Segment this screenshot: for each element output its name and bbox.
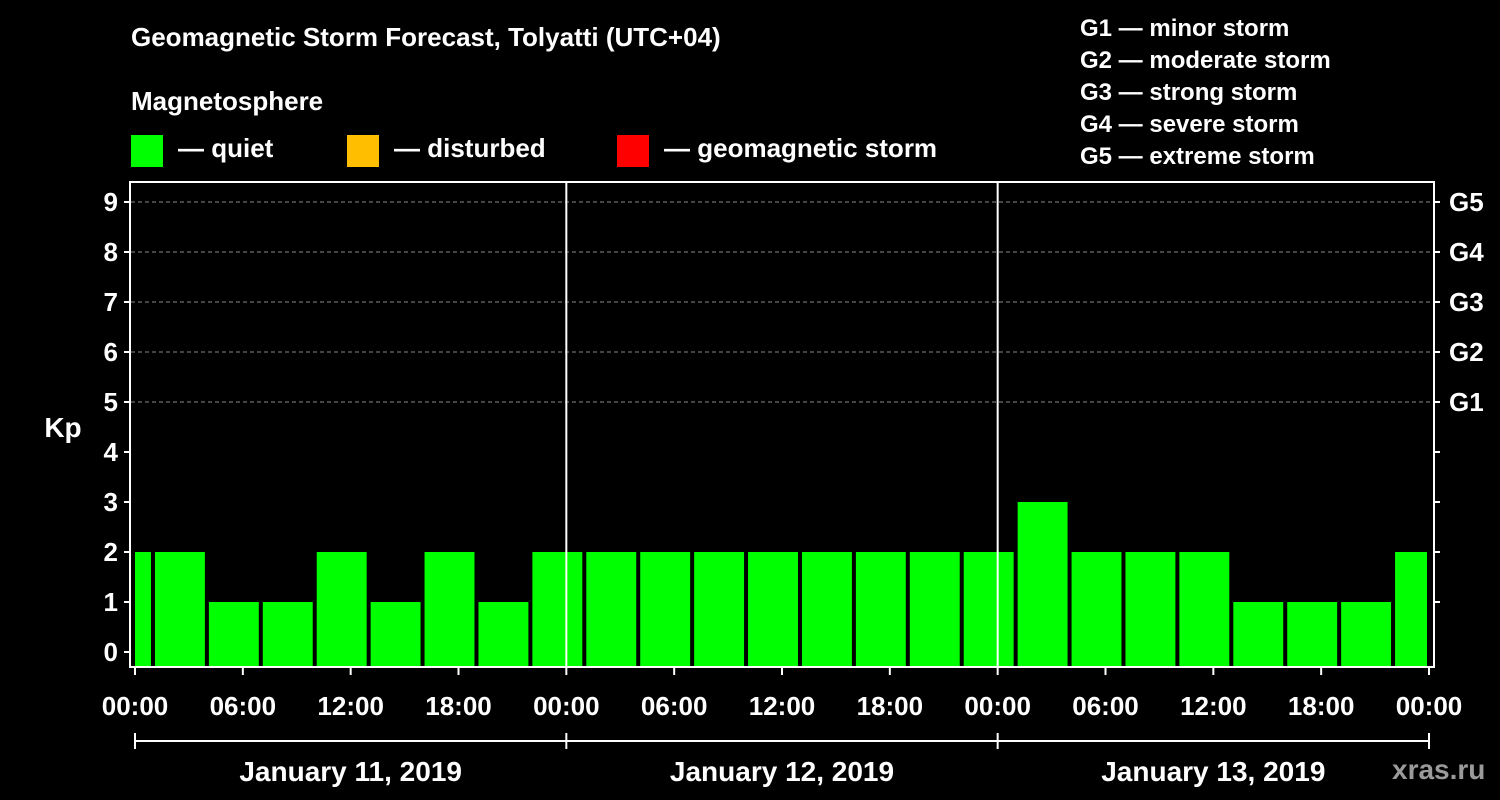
x-tick-label-12: 00:00 <box>1396 691 1463 721</box>
kp-bar-0 <box>135 552 151 666</box>
x-tick-label-11: 18:00 <box>1288 691 1355 721</box>
kp-bar-5 <box>370 602 421 666</box>
legend-swatch-disturbed <box>347 135 379 167</box>
right-axis-label-g4: G4 <box>1449 237 1484 267</box>
storm-level-g5: G5 — extreme storm <box>1080 143 1315 170</box>
kp-bar-9 <box>586 552 637 666</box>
y-tick-label-2: 2 <box>104 537 118 567</box>
x-tick-label-7: 18:00 <box>857 691 924 721</box>
kp-bar-21 <box>1233 602 1284 666</box>
legend-swatch-storm <box>617 135 649 167</box>
x-tick-label-9: 06:00 <box>1072 691 1139 721</box>
legend-swatch-quiet <box>131 135 163 167</box>
kp-bar-20 <box>1179 552 1230 666</box>
x-tick-label-5: 06:00 <box>641 691 708 721</box>
x-tick-label-10: 12:00 <box>1180 691 1247 721</box>
kp-bar-13 <box>801 552 852 666</box>
storm-level-g3: G3 — strong storm <box>1080 79 1298 106</box>
kp-bar-10 <box>640 552 691 666</box>
kp-bar-14 <box>855 552 906 666</box>
x-tick-label-1: 06:00 <box>210 691 277 721</box>
y-tick-label-4: 4 <box>104 437 119 467</box>
right-axis-label-g2: G2 <box>1449 337 1484 367</box>
x-tick-label-0: 00:00 <box>102 691 169 721</box>
legend-label-disturbed: — disturbed <box>394 133 546 163</box>
kp-bar-11 <box>694 552 745 666</box>
kp-bar-1 <box>154 552 205 666</box>
kp-bar-15 <box>909 552 960 666</box>
date-label-0: January 11, 2019 <box>239 756 462 787</box>
x-tick-label-2: 12:00 <box>317 691 384 721</box>
y-tick-label-0: 0 <box>104 637 118 667</box>
y-tick-label-8: 8 <box>104 237 118 267</box>
kp-bar-3 <box>262 602 313 666</box>
right-axis-label-g3: G3 <box>1449 287 1484 317</box>
kp-bar-18 <box>1071 552 1122 666</box>
x-tick-label-6: 12:00 <box>749 691 816 721</box>
right-axis-label-g1: G1 <box>1449 387 1484 417</box>
legend-label-quiet: — quiet <box>178 133 274 163</box>
x-tick-label-8: 00:00 <box>964 691 1031 721</box>
y-tick-label-6: 6 <box>104 337 118 367</box>
kp-bar-6 <box>424 552 475 666</box>
y-tick-label-9: 9 <box>104 187 118 217</box>
y-tick-label-5: 5 <box>104 387 118 417</box>
kp-bar-19 <box>1125 552 1176 666</box>
date-label-1: January 12, 2019 <box>670 756 894 787</box>
kp-bar-23 <box>1341 602 1392 666</box>
storm-level-g1: G1 — minor storm <box>1080 15 1290 42</box>
kp-bar-22 <box>1287 602 1338 666</box>
x-tick-label-4: 00:00 <box>533 691 600 721</box>
legend-label-storm: — geomagnetic storm <box>664 133 938 163</box>
kp-bar-17 <box>1017 502 1068 666</box>
y-tick-label-1: 1 <box>104 587 118 617</box>
date-label-2: January 13, 2019 <box>1101 756 1325 787</box>
x-tick-label-3: 18:00 <box>425 691 492 721</box>
y-axis-label: Kp <box>44 412 81 443</box>
kp-bar-8 <box>532 552 583 666</box>
chart-title: Geomagnetic Storm Forecast, Tolyatti (UT… <box>131 22 721 52</box>
right-axis-label-g5: G5 <box>1449 187 1484 217</box>
kp-bar-2 <box>208 602 259 666</box>
kp-bar-16 <box>963 552 1014 666</box>
y-tick-label-3: 3 <box>104 487 118 517</box>
kp-bar-24 <box>1395 552 1427 666</box>
watermark: xras.ru <box>1392 754 1486 785</box>
storm-level-g2: G2 — moderate storm <box>1080 47 1331 74</box>
chart-subtitle: Magnetosphere <box>131 86 324 116</box>
kp-bar-12 <box>748 552 798 666</box>
kp-bar-7 <box>478 602 529 666</box>
storm-level-g4: G4 — severe storm <box>1080 111 1299 138</box>
kp-bar-4 <box>316 552 367 666</box>
y-tick-label-7: 7 <box>104 287 118 317</box>
